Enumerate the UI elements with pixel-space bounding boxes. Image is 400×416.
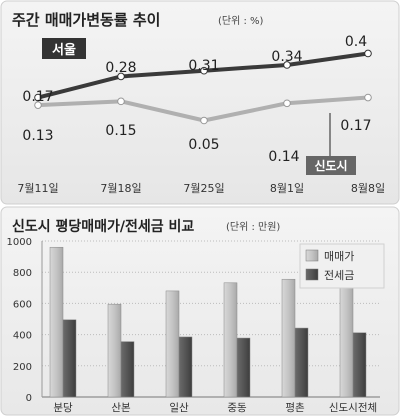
label-new-town-4: 0.17 — [340, 118, 371, 134]
y-tick-label-2: 400 — [13, 331, 32, 342]
bar-jeonse-1 — [120, 341, 135, 398]
point-new-town-0 — [34, 101, 42, 109]
x-tick-label-2: 일산 — [169, 401, 189, 414]
point-new-town-3 — [283, 99, 291, 108]
x-tick-label-0: 분당 — [53, 402, 73, 414]
line-chart-title: 주간 매매가변동률 추이 — [12, 11, 160, 29]
y-tick-label-1: 200 — [13, 362, 32, 373]
legend-label-0: 매매가 — [324, 250, 354, 263]
legend-swatch-0 — [305, 249, 319, 262]
label-new-town-2: 0.05 — [188, 137, 219, 153]
y-tick-label-3: 600 — [13, 299, 32, 310]
label-new-town-3: 0.14 — [268, 149, 299, 165]
x-tick-label-4: 평촌 — [285, 402, 305, 414]
line-chart-unit: (단위 : %) — [218, 14, 264, 27]
point-seoul-2 — [200, 66, 208, 75]
point-new-town-2 — [200, 116, 208, 125]
y-tick-label-0: 0 — [26, 393, 32, 404]
point-new-town-1 — [117, 97, 125, 106]
y-tick-label-5: 1000 — [7, 237, 32, 248]
badge-seoul-bg — [42, 38, 86, 59]
x-tick-label-1: 산본 — [111, 402, 131, 414]
x-tick-label-3: 중동 — [227, 402, 247, 414]
bar-jeonse-0 — [62, 319, 77, 398]
x-tick-label-5: 신도시전체 — [329, 402, 377, 414]
label-seoul-3: 0.34 — [271, 49, 302, 65]
bar-sale-1 — [107, 303, 122, 398]
bar-chart-unit: (단위 : 만원) — [226, 220, 280, 233]
bar-sale-4 — [281, 278, 296, 398]
line-panel — [0, 0, 400, 205]
x-tick-label-1: 7월18일 — [100, 181, 141, 195]
bar-sale-3 — [223, 282, 238, 398]
bar-sale-2 — [165, 290, 180, 398]
point-seoul-4 — [364, 49, 372, 58]
x-tick-label-4: 8월8일 — [351, 181, 385, 195]
label-seoul-1: 0.28 — [105, 60, 136, 76]
label-seoul-0: 0.17 — [22, 89, 53, 105]
label-new-town-1: 0.15 — [105, 123, 136, 139]
badge-seoul-label: 서울 — [52, 42, 76, 58]
bar-jeonse-2 — [178, 336, 193, 398]
bar-sale-0 — [49, 246, 64, 398]
point-seoul-3 — [283, 61, 291, 69]
point-seoul-0 — [34, 93, 42, 102]
label-seoul-4: 0.4 — [345, 34, 367, 50]
x-tick-label-0: 7월11일 — [17, 181, 58, 195]
point-seoul-1 — [117, 72, 125, 81]
x-tick-label-2: 7월25일 — [183, 181, 224, 195]
bar-jeonse-4 — [294, 327, 309, 398]
badge-new-town-bg — [306, 156, 356, 175]
badge-new-town-label: 신도시 — [314, 158, 347, 173]
label-new-town-0: 0.13 — [22, 128, 53, 144]
bar-chart-title: 신도시 평당매매가/전세금 비교 — [12, 218, 194, 235]
bar-jeonse-5 — [352, 332, 367, 398]
bar-sale-5 — [339, 275, 354, 398]
legend-label-1: 전세금 — [324, 269, 354, 282]
line-chart: 0.17 0.28 0.31 0.34 0.4 0.13 0.15 0.05 0.14 0.17 서… — [17, 34, 385, 195]
y-tick-label-4: 800 — [13, 268, 32, 279]
point-new-town-4 — [364, 93, 372, 102]
label-seoul-2: 0.31 — [188, 58, 219, 74]
x-tick-label-3: 8월1일 — [270, 181, 304, 195]
bar-jeonse-3 — [236, 337, 251, 398]
legend-swatch-1 — [305, 268, 319, 281]
